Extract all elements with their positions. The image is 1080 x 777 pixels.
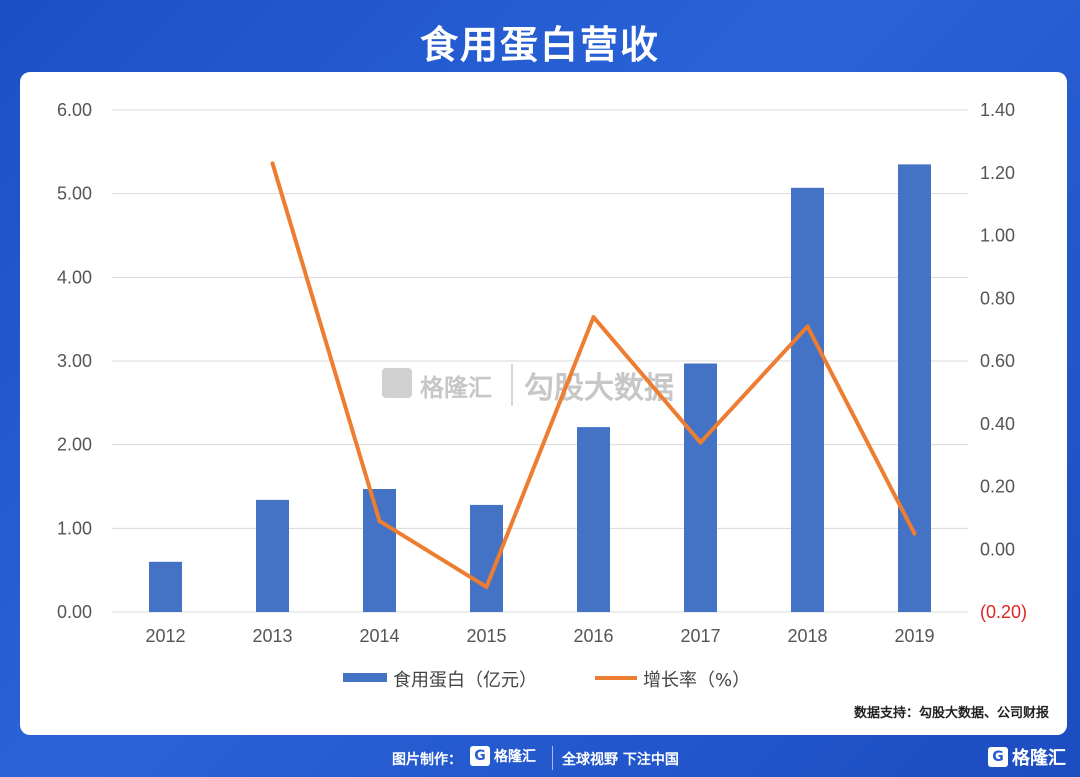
y-left-tick-label: 4.00 — [57, 267, 92, 287]
bar — [256, 499, 289, 612]
footer-credit: 图片制作： — [392, 752, 462, 768]
y-right-tick-label: 1.20 — [980, 163, 1015, 183]
bar — [898, 164, 931, 612]
watermark-brand: 格隆汇 — [420, 374, 492, 402]
line-point — [698, 440, 703, 445]
combo-chart: 格隆汇 勾股大数据 0.00 1.00 2.00 3.00 4.00 5.00 6.00 (… — [57, 100, 1027, 691]
page-title: 食用蛋白营收 — [419, 23, 660, 67]
y-right-tick-label: 1.40 — [980, 100, 1015, 120]
line-point — [377, 519, 382, 524]
brand-logo-icon: G — [470, 746, 490, 766]
line-series — [270, 161, 917, 589]
line-point — [591, 315, 596, 320]
corner-logo: G 格隆汇 — [988, 744, 1066, 770]
y-right-tick-label: 1.00 — [980, 226, 1015, 246]
watermark-text: 勾股大数据 — [524, 371, 674, 406]
bar — [684, 363, 717, 612]
x-tick-label: 2013 — [252, 626, 292, 646]
y-left-tick-label: 1.00 — [57, 518, 92, 538]
watermark: 格隆汇 勾股大数据 — [382, 364, 674, 406]
y-left-tick-label: 2.00 — [57, 435, 92, 455]
footer: 图片制作： G 格隆汇 全球视野 下注中国 G 格隆汇 — [0, 738, 1080, 777]
footer-slogan: 全球视野 下注中国 — [562, 752, 679, 768]
source-note: 数据支持：勾股大数据、公司财报 — [853, 706, 1049, 721]
bar — [791, 187, 824, 612]
y-right-tick-label: 0.00 — [980, 539, 1015, 559]
y-right-tick-label: 0.40 — [980, 414, 1015, 434]
y-right-tick-label: (0.20) — [980, 602, 1027, 622]
chart-card: 格隆汇 勾股大数据 0.00 1.00 2.00 3.00 4.00 5.00 6.00 (… — [20, 72, 1067, 735]
footer-divider — [552, 746, 553, 770]
line-point — [805, 324, 810, 329]
y-right-tick-label: 0.60 — [980, 351, 1015, 371]
bar — [363, 489, 396, 612]
y-left-tick-label: 0.00 — [57, 602, 92, 622]
x-tick-label: 2014 — [359, 626, 399, 646]
line-point — [912, 531, 917, 536]
legend-label-line: 增长率（%） — [643, 670, 750, 691]
y-right-tick-label: 0.80 — [980, 288, 1015, 308]
line-point — [484, 584, 489, 589]
line-point — [270, 161, 275, 166]
y-left-tick-label: 5.00 — [57, 184, 92, 204]
corner-logo-icon: G — [988, 747, 1008, 767]
legend-swatch-bar — [343, 673, 387, 682]
x-tick-label: 2012 — [145, 626, 185, 646]
bar — [149, 561, 182, 612]
x-tick-label: 2017 — [680, 626, 720, 646]
y-right-tick-label: 0.20 — [980, 477, 1015, 497]
footer-logo: G 格隆汇 — [470, 746, 536, 766]
watermark-logo-icon — [382, 368, 412, 398]
grid-lines — [112, 109, 968, 613]
legend: 食用蛋白（亿元） 增长率（%） — [343, 670, 750, 691]
x-tick-label: 2019 — [894, 626, 934, 646]
y-left-tick-label: 3.00 — [57, 351, 92, 371]
footer-logo-text: 格隆汇 — [494, 749, 536, 765]
y-axis-left: 0.00 1.00 2.00 3.00 4.00 5.00 6.00 — [57, 100, 92, 622]
x-tick-label: 2016 — [573, 626, 613, 646]
corner-logo-text: 格隆汇 — [1012, 748, 1066, 769]
y-axis-right: (0.20) 0.00 0.20 0.40 0.60 0.80 1.00 1.20 1.40 — [980, 100, 1027, 622]
legend-label-bar: 食用蛋白（亿元） — [393, 670, 537, 691]
y-left-tick-label: 6.00 — [57, 100, 92, 120]
bar-series — [149, 164, 931, 612]
x-tick-label: 2015 — [466, 626, 506, 646]
x-tick-label: 2018 — [787, 626, 827, 646]
x-axis: 2012 2013 2014 2015 2016 2017 2018 2019 — [145, 626, 934, 646]
bar — [577, 427, 610, 612]
